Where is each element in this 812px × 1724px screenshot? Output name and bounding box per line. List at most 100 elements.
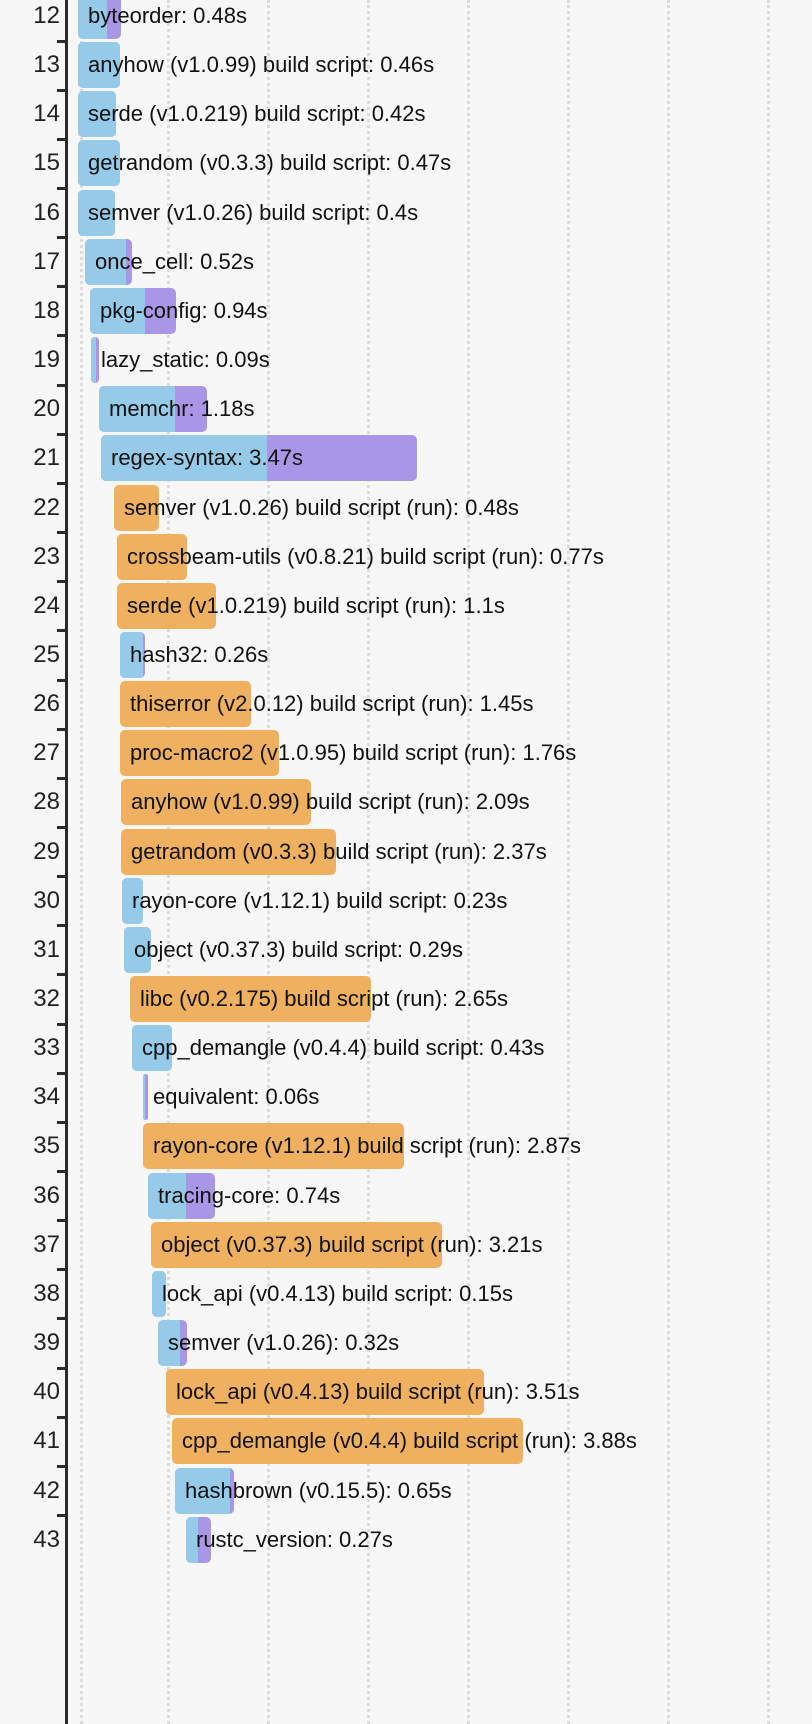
bar-label: anyhow (v1.0.99) build script (run): 2.0… [131,789,530,815]
timeline-bar[interactable] [78,189,115,236]
bar-label: cpp_demangle (v0.4.4) build script (run)… [182,1428,637,1454]
codegen-segment [101,435,267,482]
y-axis-tick [57,1415,67,1419]
row-index-label: 34 [33,1083,60,1111]
codegen-segment [186,1516,198,1563]
timeline-bar[interactable] [158,1320,187,1367]
row-index-label: 43 [33,1525,60,1553]
timeline-bar[interactable] [166,1369,484,1416]
y-axis-tick [57,875,67,879]
y-axis-tick [57,1219,67,1223]
bar-label: lock_api (v0.4.13) build script (run): 3… [176,1379,580,1405]
timeline-bar[interactable] [132,1025,172,1072]
timeline-bar[interactable] [175,1467,234,1514]
row-index-label: 37 [33,1230,60,1258]
bar-label: pkg-config: 0.94s [100,297,268,323]
codegen-segment [78,140,120,187]
bar-label: anyhow (v1.0.99) build script: 0.46s [88,52,435,78]
bar-label: crossbeam-utils (v0.8.21) build script (… [127,543,604,569]
bar-label: object (v0.37.3) build script: 0.29s [134,936,463,962]
timeline-bar[interactable] [121,779,311,826]
row-index-label: 20 [33,395,60,423]
timeline-bar[interactable] [91,337,99,384]
timeline-bar[interactable] [120,681,251,728]
timeline-bar[interactable] [143,1123,404,1170]
timeline-bar[interactable] [186,1516,211,1563]
row-index-label: 35 [33,1132,60,1160]
codegen-segment [148,1172,186,1219]
codegen-segment [152,1270,166,1317]
bar-label: rayon-core (v1.12.1) build script: 0.23s [132,887,508,913]
row-index-label: 15 [33,149,60,177]
row-index-label: 40 [33,1378,60,1406]
timeline-bar[interactable] [152,1270,166,1317]
gridline [467,0,470,1724]
row-index-label: 19 [33,346,60,374]
bar-label: regex-syntax: 3.47s [111,445,303,471]
timeline-bar[interactable] [120,730,279,777]
timeline-bar[interactable] [78,140,120,187]
gridline [367,0,370,1724]
y-axis-tick [57,629,67,633]
y-axis-tick [57,531,67,535]
row-index-label: 12 [33,2,60,29]
timeline-bar[interactable] [117,533,187,580]
row-index-label: 16 [33,198,60,226]
codegen-segment [78,91,116,138]
timeline-bar[interactable] [78,0,121,39]
row-index-label: 27 [33,739,60,767]
codegen-segment [120,631,143,678]
bar-label: rustc_version: 0.27s [196,1526,393,1552]
codegen-segment [85,238,126,285]
y-axis-tick [57,1170,67,1174]
timeline-bar[interactable] [143,1074,148,1121]
timeline-bar[interactable] [101,435,417,482]
codegen-segment [78,42,120,89]
timeline-bar[interactable] [90,287,176,334]
codegen-segment [143,1074,145,1121]
y-axis-tick [57,236,67,240]
timeline-bar[interactable] [114,484,159,531]
codegen-segment [158,1320,180,1367]
timeline-bar[interactable] [148,1172,215,1219]
timeline-bar[interactable] [78,91,116,138]
row-index-label: 28 [33,788,60,816]
codegen-segment [78,189,115,236]
bar-label: serde (v1.0.219) build script (run): 1.1… [127,592,505,618]
row-index-label: 26 [33,690,60,718]
y-axis-tick [57,1022,67,1026]
bar-label: getrandom (v0.3.3) build script: 0.47s [88,150,452,176]
timeline-bar[interactable] [124,926,151,973]
timeline-bar[interactable] [130,976,371,1022]
y-axis-tick [57,973,67,977]
timeline-bar[interactable] [85,238,132,285]
row-index-label: 39 [33,1329,60,1357]
timeline-bar[interactable] [151,1221,442,1268]
y-axis-line [65,0,68,1724]
bar-label: libc (v0.2.175) build script (run): 2.65… [140,986,509,1011]
timeline-bar[interactable] [172,1418,523,1465]
timeline-bar[interactable] [117,582,216,629]
timeline-bar[interactable] [78,42,120,89]
timeline-bar[interactable] [99,386,207,433]
codegen-segment [124,926,151,973]
y-axis-tick [57,1268,67,1272]
y-axis-tick [57,187,67,191]
gridline [767,0,770,1724]
bar-label: hashbrown (v0.15.5): 0.65s [185,1477,452,1503]
bar-label: hash32: 0.26s [130,641,269,667]
y-axis-tick [57,1317,67,1321]
bar-label: object (v0.37.3) build script (run): 3.2… [161,1231,543,1257]
timeline-bar[interactable] [122,877,143,924]
gridline [80,0,83,1724]
row-index-label: 38 [33,1279,60,1307]
timeline-bar[interactable] [120,631,145,678]
y-axis-tick [57,678,67,682]
gridline [667,0,670,1724]
row-index-label: 24 [33,591,60,619]
y-axis-tick [57,1071,67,1075]
timeline-bar[interactable] [121,828,336,875]
codegen-segment [99,386,175,433]
bar-label: once_cell: 0.52s [95,248,254,274]
codegen-segment [78,0,107,39]
